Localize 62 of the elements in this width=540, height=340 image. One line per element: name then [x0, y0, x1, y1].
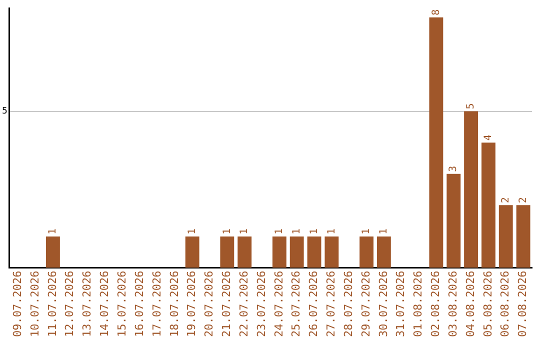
x-tick-label: 04.08.2026	[464, 270, 477, 338]
bar	[429, 17, 444, 268]
x-tick-label: 22.07.2026	[237, 270, 250, 338]
x-tick-label: 19.07.2026	[185, 270, 198, 338]
bar	[238, 236, 252, 268]
data-label: 4	[483, 134, 494, 141]
x-tick-label: 29.07.2026	[359, 270, 372, 338]
x-tick-label: 24.07.2026	[272, 270, 286, 338]
x-tick-label: 02.08.2026	[429, 270, 442, 338]
bar	[220, 236, 234, 268]
data-label: 1	[274, 228, 286, 234]
x-tick-label: 16.07.2026	[132, 270, 146, 338]
bar	[498, 205, 513, 268]
x-tick-label: 17.07.2026	[150, 270, 164, 338]
x-tick-label: 23.07.2026	[254, 270, 268, 338]
data-label: 1	[308, 228, 320, 234]
data-label: 3	[448, 166, 460, 172]
data-label: 1	[48, 228, 59, 234]
x-tick-label: 13.07.2026	[80, 270, 94, 338]
bar	[290, 236, 304, 268]
x-tick-label: 05.08.2026	[481, 270, 494, 338]
bar	[376, 236, 391, 268]
data-label: 1	[291, 228, 302, 234]
data-label: 1	[222, 228, 233, 234]
bar	[464, 111, 478, 268]
x-tick-label: 12.07.2026	[63, 270, 76, 338]
x-tick-label: 27.07.2026	[324, 270, 338, 338]
x-tick-label: 26.07.2026	[307, 270, 320, 338]
x-tick-label: 15.07.2026	[116, 270, 129, 338]
bar	[324, 236, 339, 268]
x-tick-label: 06.08.2026	[498, 270, 512, 338]
x-tick-label: 21.07.2026	[220, 270, 234, 338]
data-label: 1	[378, 228, 390, 234]
x-tick-label: 20.07.2026	[202, 270, 216, 338]
x-tick-label: 01.08.2026	[412, 270, 425, 338]
data-label: 1	[361, 228, 372, 234]
x-tick-label: 18.07.2026	[168, 270, 181, 338]
x-tick-label: 25.07.2026	[290, 270, 303, 338]
x-tick-label: 11.07.2026	[46, 270, 59, 338]
x-tick-label: 09.07.2026	[10, 270, 24, 338]
x-tick-label: 28.07.2026	[342, 270, 355, 338]
data-label: 1	[239, 228, 250, 234]
x-tick-label: 30.07.2026	[376, 270, 390, 338]
bar	[481, 142, 496, 268]
x-tick-label: 07.08.2026	[516, 270, 530, 338]
bar	[446, 174, 461, 268]
x-tick-label: 10.07.2026	[28, 270, 42, 338]
data-label: 5	[466, 103, 477, 110]
data-label: 1	[186, 228, 198, 234]
bar	[516, 205, 530, 268]
x-tick-label: 31.07.2026	[394, 270, 408, 338]
data-label: 1	[326, 228, 338, 234]
data-label: 2	[518, 197, 529, 204]
bar	[307, 236, 322, 268]
x-tick-label: 03.08.2026	[446, 270, 460, 338]
data-label: 2	[500, 197, 512, 204]
x-tick-label: 14.07.2026	[98, 270, 112, 338]
bar	[185, 236, 200, 268]
bar	[272, 236, 286, 268]
bar	[46, 236, 60, 268]
bar	[360, 236, 374, 268]
data-label: 8	[430, 9, 442, 16]
